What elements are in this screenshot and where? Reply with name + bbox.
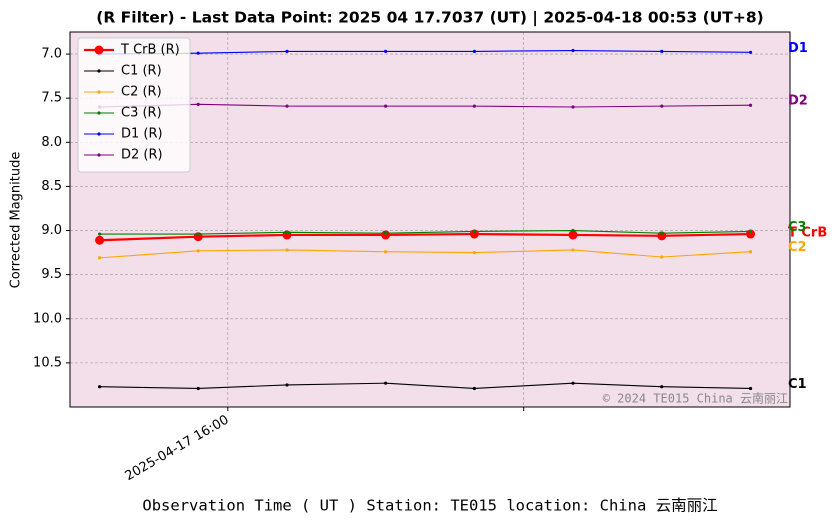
x-tick-label: 2025-04-17 16:00 <box>123 413 232 485</box>
data-point <box>472 386 476 391</box>
data-point <box>660 385 664 389</box>
series-line <box>99 232 751 242</box>
data-point <box>196 102 200 106</box>
data-point <box>748 386 753 391</box>
data-point <box>571 48 575 53</box>
watermark: © 2024 TE015 China 云南丽江 <box>603 391 788 406</box>
y-tick-label: 9.5 <box>41 267 62 282</box>
plot-frame <box>69 31 791 408</box>
data-point <box>285 383 289 387</box>
y-tick-label: 9.0 <box>41 223 62 238</box>
data-point <box>285 230 289 234</box>
y-tick-label: 7.5 <box>41 91 62 106</box>
end-label: C2 <box>788 240 807 255</box>
data-point <box>285 104 289 108</box>
data-point <box>660 255 664 259</box>
y-tick-label: 10.0 <box>33 311 62 326</box>
data-point <box>384 250 388 254</box>
end-label: T CrB <box>788 226 827 241</box>
y-tick-label: 7.0 <box>41 47 62 62</box>
data-point <box>95 235 105 245</box>
data-point <box>660 104 664 108</box>
data-point <box>571 248 575 252</box>
data-point <box>97 256 102 260</box>
series-line <box>99 382 751 390</box>
legend-label: C2 (R) <box>121 85 162 100</box>
data-point <box>472 250 476 255</box>
data-point <box>748 50 753 54</box>
data-point <box>384 231 388 235</box>
legend-label: D1 (R) <box>121 127 163 142</box>
y-axis-label: Corrected Magnitude <box>9 152 24 289</box>
data-point <box>196 232 200 236</box>
data-point <box>660 49 664 54</box>
y-tick-label: 10.5 <box>33 355 62 370</box>
legend-swatch <box>97 111 101 115</box>
end-label: D2 <box>788 94 808 109</box>
data-point <box>97 232 102 236</box>
data-point <box>660 231 664 235</box>
y-tick-label: 8.0 <box>41 135 62 150</box>
data-point <box>571 105 575 109</box>
series-line <box>99 249 751 259</box>
data-point <box>196 249 200 253</box>
legend-swatch <box>94 45 104 55</box>
end-label: D1 <box>788 41 808 56</box>
end-label: C1 <box>788 377 807 392</box>
legend-swatch <box>97 153 101 157</box>
legend-swatch <box>97 69 101 73</box>
legend-swatch <box>97 132 101 136</box>
chart-title: (R Filter) - Last Data Point: 2025 04 17… <box>96 9 763 28</box>
legend-label: D2 (R) <box>121 148 163 163</box>
data-point <box>748 103 753 107</box>
data-point <box>285 49 289 54</box>
legend-label: T CrB (R) <box>120 43 180 58</box>
data-point <box>285 248 289 252</box>
data-point <box>568 230 578 240</box>
data-point <box>571 228 575 233</box>
data-point <box>472 104 476 108</box>
data-point <box>196 51 200 55</box>
legend-label: C3 (R) <box>121 106 162 121</box>
data-point <box>384 104 388 108</box>
series-line <box>99 103 751 108</box>
data-point <box>472 229 476 234</box>
data-point <box>748 229 753 234</box>
end-label: C3 <box>788 220 807 235</box>
legend-label: C1 (R) <box>121 64 162 79</box>
data-point <box>384 49 388 54</box>
data-point <box>571 381 575 385</box>
y-tick-label: 8.5 <box>41 179 62 194</box>
series-line <box>99 229 751 235</box>
legend-swatch <box>97 90 101 94</box>
data-point <box>472 49 476 54</box>
data-point <box>748 250 753 254</box>
data-point <box>196 386 200 391</box>
data-point <box>384 381 388 385</box>
series-line <box>99 49 751 55</box>
data-point <box>97 385 102 389</box>
x-axis-label: Observation Time ( UT ) Station: TE015 l… <box>142 497 717 515</box>
